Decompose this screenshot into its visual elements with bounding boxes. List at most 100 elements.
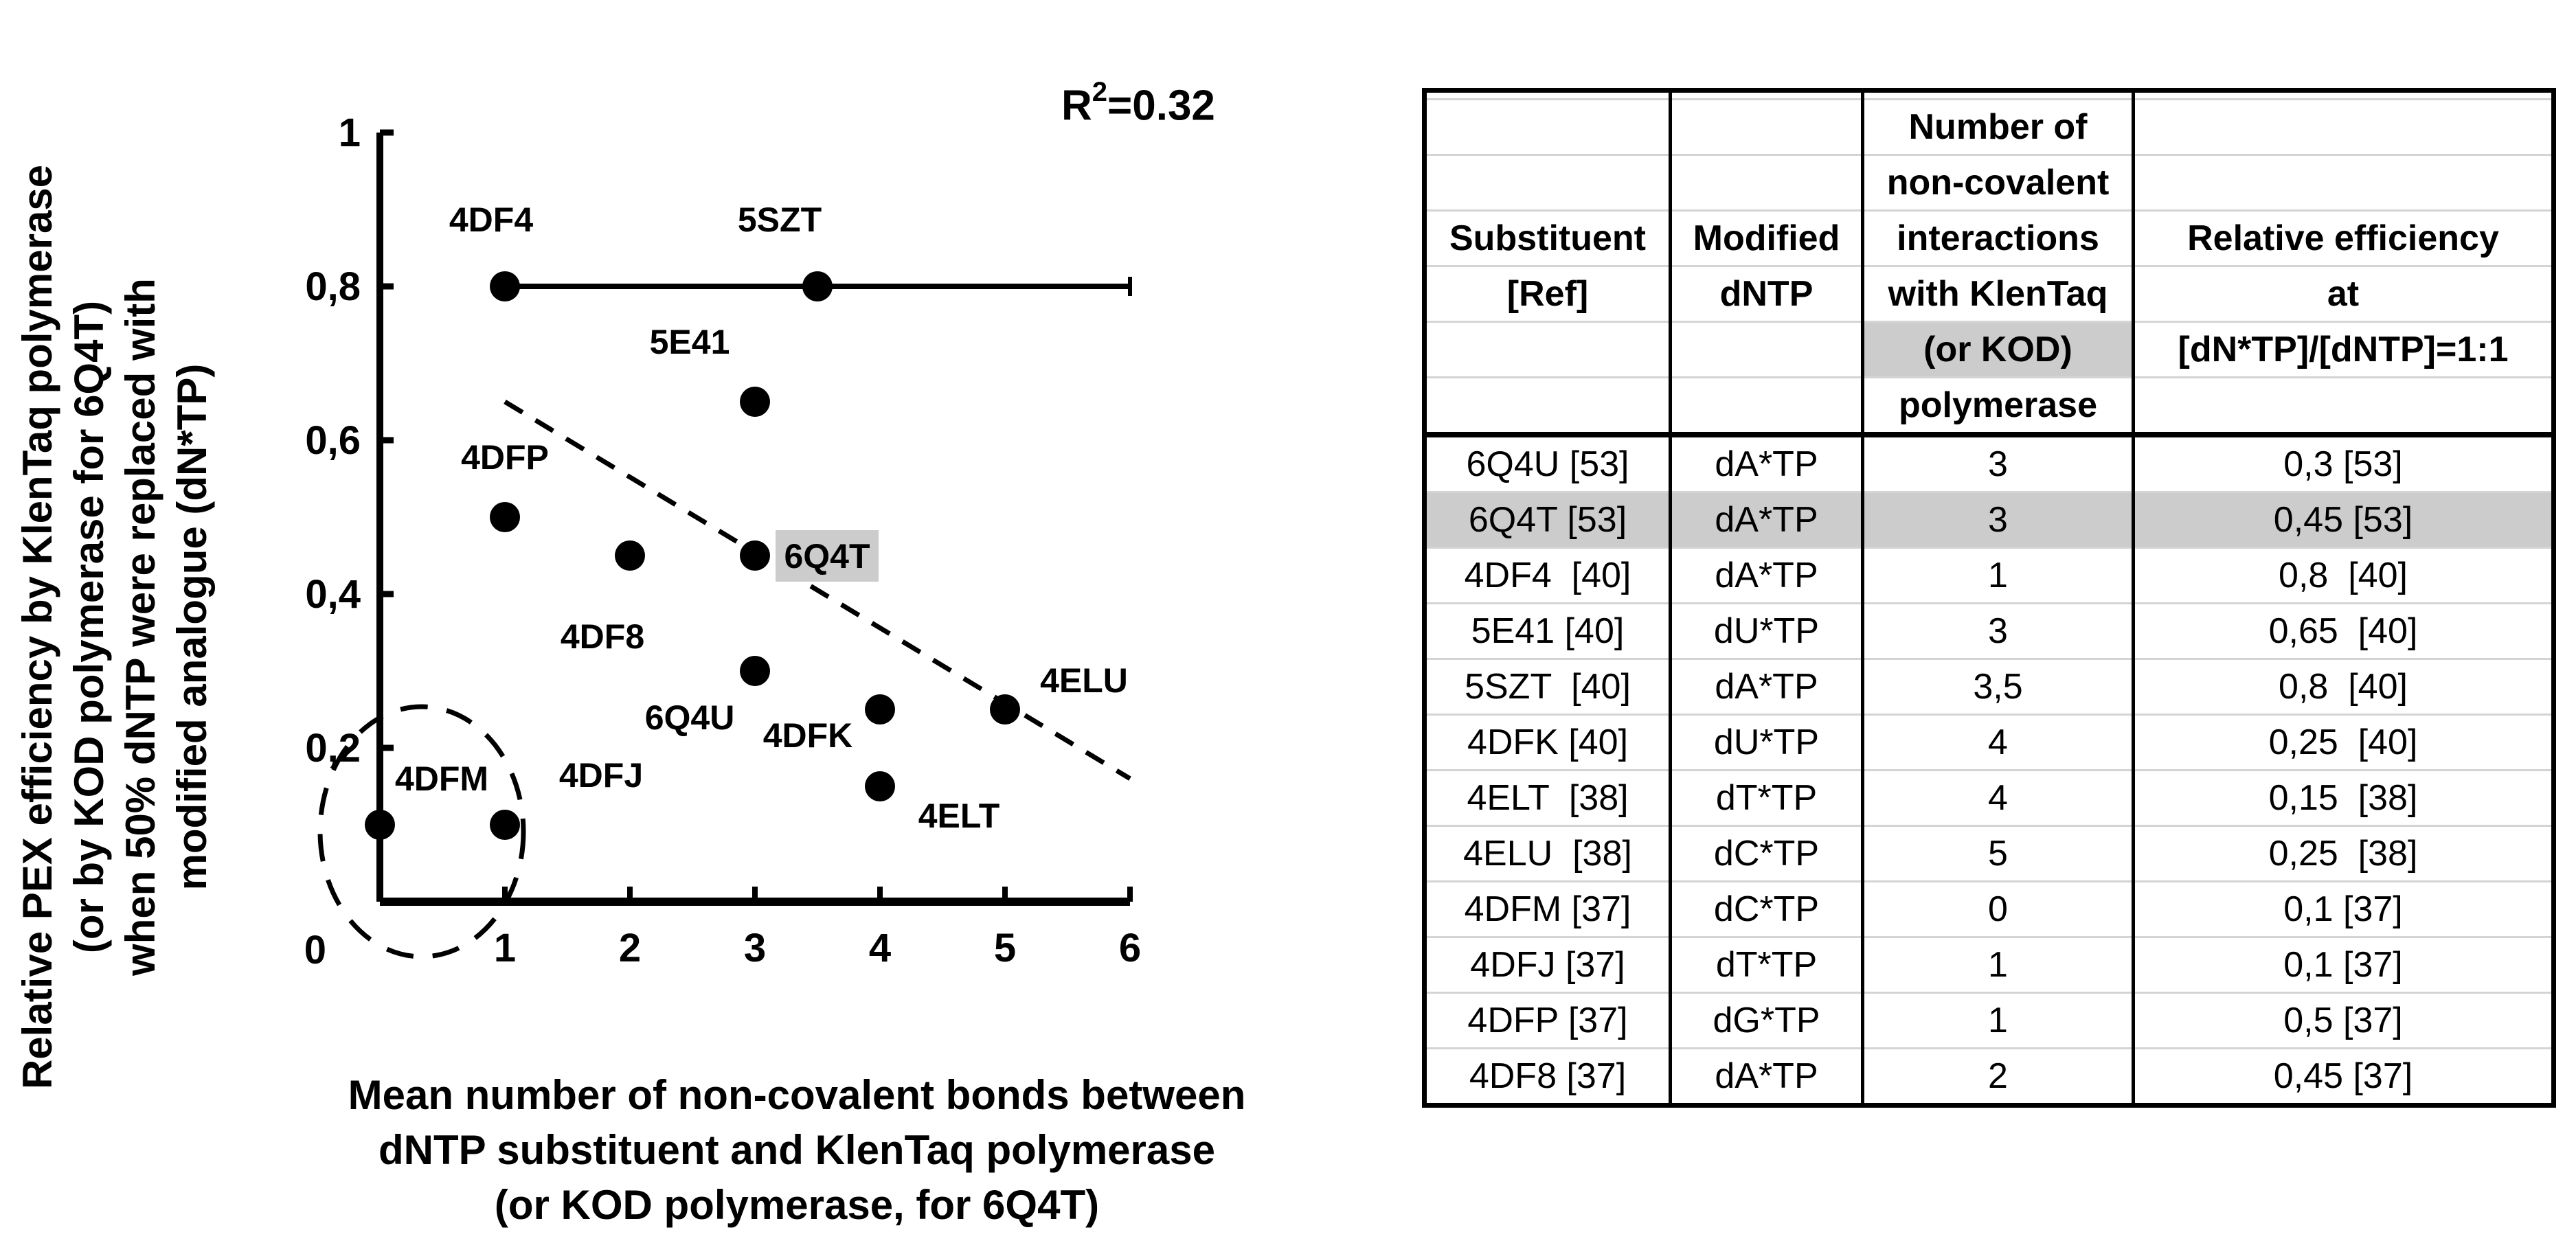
x-tick-label: 4 [869,926,891,970]
header-line: Relative efficiency [2135,209,2551,265]
r-squared-symbol: R [1061,82,1092,130]
x-axis-label-line-2: dNTP substituent and KlenTaq polymerase [379,1127,1215,1173]
r-squared-value: =0.32 [1107,82,1215,130]
y-axis-label-line-4: modified analogue (dN*TP) [169,364,215,891]
point-marker [865,694,895,725]
cell-efficiency: 0,5 [37] [2132,992,2555,1049]
cell-dntp: dG*TP [1669,992,1864,1049]
cell-dntp: dU*TP [1669,602,1864,659]
data-point-4df8: 4DF8 [561,540,645,656]
x-tick-label: 3 [744,926,766,970]
header-line: Substituent [1427,209,1669,265]
header-line: at [2135,265,2551,321]
point-label: 4ELT [918,797,1000,835]
table-row: 4ELU [38] dC*TP 5 0,25 [38] [1423,825,2555,882]
cell-dntp: dA*TP [1669,491,1864,548]
y-tick-label: 0,6 [305,418,361,463]
header-line: with KlenTaq [1864,265,2132,321]
header-line [1672,321,1861,376]
point-label: 4ELU [1040,661,1128,700]
y-tick-label: 0,2 [305,726,361,771]
cell-efficiency: 0,65 [40] [2132,602,2555,659]
cell-efficiency: 0,3 [53] [2132,433,2555,492]
cell-substituent: 4ELT [38] [1423,769,1672,826]
y-axis-label: Relative PEX efficiency by KlenTaq polym… [14,165,215,1089]
data-point-4df4: 4DF4 [449,201,533,301]
table-row: 4DF4 [40] dA*TP 1 0,8 [40] [1423,547,2555,604]
header-line [1427,321,1669,376]
cell-substituent: 4DFK [40] [1423,714,1672,771]
point-label: 4DFK [763,716,853,755]
cell-efficiency: 0,1 [37] [2132,880,2555,937]
cell-dntp: dU*TP [1669,714,1864,771]
header-line: interactions [1864,209,2132,265]
data-point-4elt: 4ELT [865,771,999,835]
data-point-4elu: 4ELU [990,661,1128,725]
point-label: 6Q4T [784,537,870,575]
header-line: dNTP [1672,265,1861,321]
x-tick-label: 1 [494,926,516,970]
point-marker [365,810,395,840]
point-marker [740,656,770,686]
point-label: 5E41 [650,323,730,361]
header-line [1427,98,1669,154]
cell-dntp: dC*TP [1669,825,1864,882]
cell-substituent: 6Q4T [53] [1423,491,1672,548]
point-label: 4DFM [395,760,488,798]
header-line [1672,376,1861,432]
header-line: Number of [1864,98,2132,154]
table-row: 5E41 [40] dU*TP 3 0,65 [40] [1423,602,2555,659]
x-tick-label: 2 [619,926,641,970]
cell-dntp: dA*TP [1669,658,1864,715]
cell-efficiency: 0,8 [40] [2132,547,2555,604]
cell-substituent: 4DFP [37] [1423,992,1672,1049]
table-row: 4DFM [37] dC*TP 0 0,1 [37] [1423,880,2555,937]
cell-substituent: 5E41 [40] [1423,602,1672,659]
x-tick-label: 6 [1119,926,1141,970]
cell-dntp: dC*TP [1669,880,1864,937]
scatter-plot: 0 0,2 0,4 0,6 0,8 1 1 2 3 4 5 6 6Q4U 6Q4T 4DF4 5E41 5S… [304,111,1141,972]
point-marker [865,771,895,801]
table-row: 4DFK [40] dU*TP 4 0,25 [40] [1423,714,2555,771]
header-line [1427,376,1669,432]
data-point-5szt: 5SZT [738,201,833,301]
point-marker [802,271,833,301]
data-point-4dfp: 4DFP [461,438,549,532]
cell-interactions: 2 [1861,1047,2135,1106]
highlight-box [776,530,879,582]
cell-dntp: dT*TP [1669,769,1864,826]
cell-substituent: 4DFM [37] [1423,880,1672,937]
point-label: 6Q4U [645,698,735,737]
cell-substituent: 4DF8 [37] [1423,1047,1672,1106]
point-marker [990,694,1020,725]
column-header-2: Modified dNTP [1669,90,1864,435]
trendline-dashed [504,400,1131,781]
header-line: non-covalent [1864,154,2132,209]
y-tick-label: 0,8 [305,264,361,309]
point-marker [490,271,520,301]
x-axis-ticks: 1 2 3 4 5 6 [494,887,1141,970]
table-row: 4ELT [38] dT*TP 4 0,15 [38] [1423,769,2555,826]
table-row: 5SZT [40] dA*TP 3,5 0,8 [40] [1423,658,2555,715]
point-label: 4DFP [461,438,549,477]
r-squared-superscript: 2 [1092,77,1108,107]
cell-substituent: 6Q4U [53] [1423,433,1672,492]
y-axis-label-line-3: when 50% dNTP were replaced with [117,278,163,977]
cell-substituent: 4DF4 [40] [1423,547,1672,604]
data-point-6q4u: 6Q4U [645,656,770,737]
header-line: polymerase [1864,376,2132,432]
y-tick-label: 0,4 [305,572,361,617]
header-line: [Ref] [1427,265,1669,321]
cell-dntp: dA*TP [1669,1047,1864,1106]
x-tick-label: 5 [994,926,1016,970]
table-row: 4DF8 [37] dA*TP 2 0,45 [37] [1423,1047,2555,1106]
point-label: 4DFJ [559,756,643,795]
header-line: [dN*TP]/[dNTP]=1:1 [2135,321,2551,376]
y-tick-label: 1 [339,111,361,155]
point-marker [615,540,645,571]
plot-area: 0 0,2 0,4 0,6 0,8 1 1 2 3 4 5 6 6Q4U 6Q4T 4DF4 5E41 5S… [304,111,1141,972]
table-row: 6Q4U [53] dA*TP 3 0,3 [53] [1423,433,2555,492]
point-marker [740,540,770,571]
point-marker [490,810,520,840]
header-line [2135,376,2551,432]
